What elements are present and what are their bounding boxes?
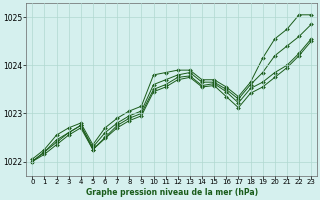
X-axis label: Graphe pression niveau de la mer (hPa): Graphe pression niveau de la mer (hPa) <box>86 188 258 197</box>
